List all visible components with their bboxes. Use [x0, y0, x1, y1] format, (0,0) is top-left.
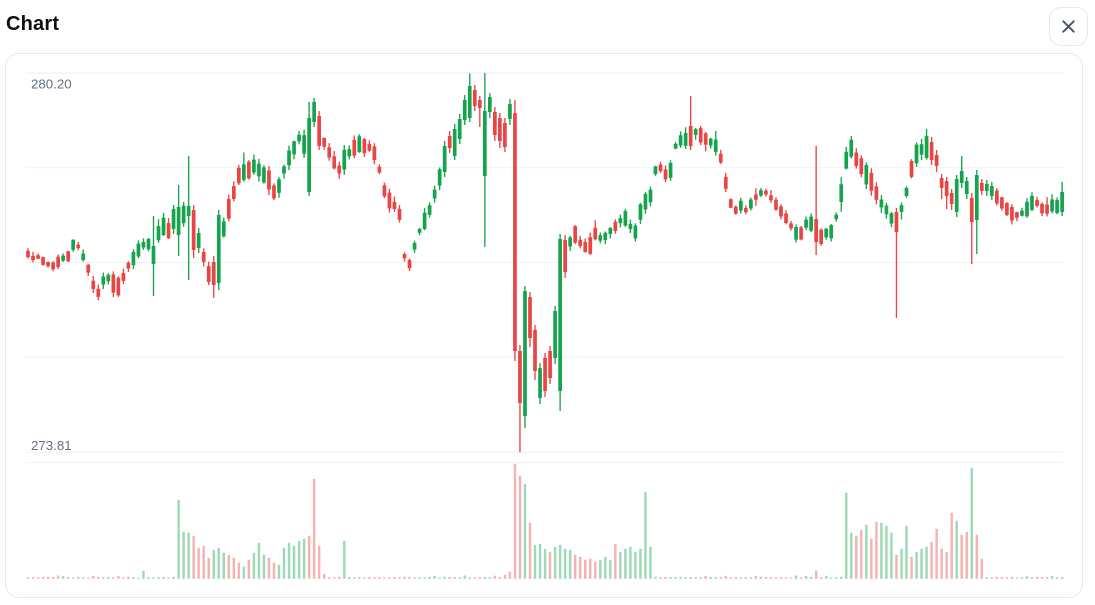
svg-text:280.20: 280.20	[31, 77, 72, 92]
svg-text:273.81: 273.81	[31, 438, 72, 453]
